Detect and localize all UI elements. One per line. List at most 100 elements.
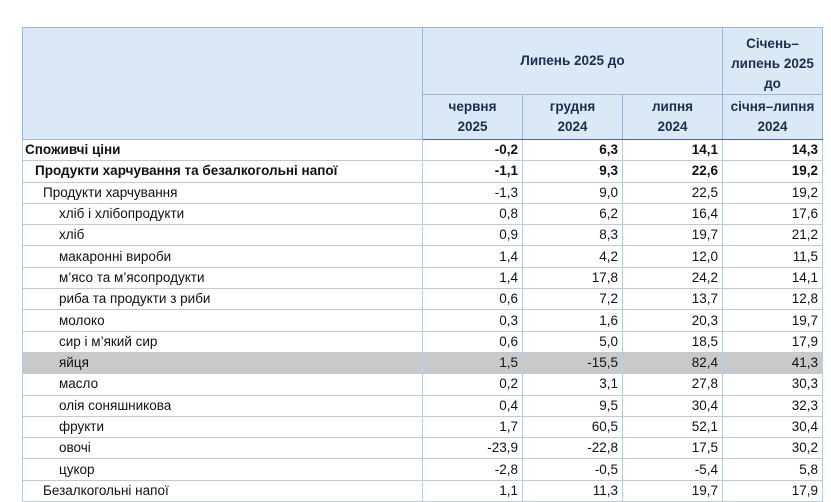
cell-value: 30,2: [722, 437, 823, 460]
table-row: фрукти 1,7 60,5 52,1 30,4: [22, 415, 823, 439]
row-label: яйця: [22, 351, 423, 375]
row-label: Продукти харчування: [22, 181, 423, 204]
cell-value: 7,2: [522, 288, 623, 311]
cell-value: 0,4: [422, 394, 523, 417]
table-body: Споживчі ціни -0,2 6,3 14,1 14,3 Продукт…: [22, 138, 823, 502]
header-col-3: липня 2024: [622, 94, 723, 140]
cell-value: 0,9: [422, 224, 523, 247]
header-col-1: червня 2025: [422, 94, 523, 140]
cell-value: 27,8: [622, 373, 723, 396]
row-label: цукор: [22, 458, 423, 481]
cell-value: 11,3: [522, 479, 623, 502]
table-row: м’ясо та м’ясопродукти 1,4 17,8 24,2 14,…: [22, 266, 823, 290]
cell-value: -1,3: [422, 181, 523, 204]
cell-value: 12,0: [622, 245, 723, 268]
cell-value: 22,6: [622, 160, 723, 183]
cell-value: 1,6: [522, 309, 623, 332]
cell-value: 30,4: [622, 394, 723, 417]
table-row: макаронні вироби 1,4 4,2 12,0 11,5: [22, 245, 823, 268]
cell-value: 14,1: [622, 138, 723, 162]
cell-value: 0,8: [422, 202, 523, 226]
cell-value: 0,3: [422, 309, 523, 332]
cell-value: 30,3: [722, 373, 823, 396]
cell-value: 20,3: [622, 309, 723, 332]
cell-value: 52,1: [622, 415, 723, 439]
header-col-1-line1: червня: [448, 99, 497, 114]
table-row: сир і м’який сир 0,6 5,0 18,5 17,9: [22, 330, 823, 353]
header-col-2: грудня 2024: [522, 94, 623, 140]
cell-value: -15,5: [522, 351, 623, 375]
table-row: олія соняшникова 0,4 9,5 30,4 32,3: [22, 394, 823, 417]
cell-value: 1,4: [422, 245, 523, 268]
row-label: олія соняшникова: [22, 394, 423, 417]
cell-value: 17,9: [722, 330, 823, 353]
header-col-4-line2: 2024: [757, 119, 788, 134]
table-header: Липень 2025 до Січень–липень 2025 до чер…: [22, 27, 823, 140]
cell-value: 6,3: [522, 138, 623, 162]
table-row: масло 0,2 3,1 27,8 30,3: [22, 373, 823, 396]
cell-value: -23,9: [422, 437, 523, 460]
header-blank-cell: [22, 27, 423, 140]
row-label: макаронні вироби: [22, 245, 423, 268]
table-row: Безалкогольні напої 1,1 11,3 19,7 17,9: [22, 479, 823, 502]
cell-value: 1,5: [422, 351, 523, 375]
table-row: хліб 0,9 8,3 19,7 21,2: [22, 224, 823, 247]
cell-value: 3,1: [522, 373, 623, 396]
row-label: хліб і хлібопродукти: [22, 202, 423, 226]
table-row: риба та продукти з риби 0,6 7,2 13,7 12,…: [22, 288, 823, 311]
header-col-4: січня–липня 2024: [722, 94, 823, 140]
header-col-3-line2: 2024: [657, 119, 688, 134]
cell-value: -5,4: [622, 458, 723, 481]
row-label: Безалкогольні напої: [22, 479, 423, 502]
cell-value: 32,3: [722, 394, 823, 417]
header-col-2-line2: 2024: [557, 119, 588, 134]
cell-value: 8,3: [522, 224, 623, 247]
cpi-table: Липень 2025 до Січень–липень 2025 до чер…: [22, 27, 823, 502]
cell-value: 1,7: [422, 415, 523, 439]
cell-value: 19,7: [622, 479, 723, 502]
cell-value: 4,2: [522, 245, 623, 268]
cell-value: 1,4: [422, 266, 523, 290]
cell-value: -0,2: [422, 138, 523, 162]
header-col-1-line2: 2025: [457, 119, 488, 134]
cell-value: 24,2: [622, 266, 723, 290]
header-cumulative-label: Січень–липень 2025 до: [722, 27, 823, 95]
cell-value: 17,9: [722, 479, 823, 502]
cell-value: 12,8: [722, 288, 823, 311]
cell-value: 22,5: [622, 181, 723, 204]
table-row: хліб і хлібопродукти 0,8 6,2 16,4 17,6: [22, 202, 823, 226]
cell-value: 9,5: [522, 394, 623, 417]
cell-value: 41,3: [722, 351, 823, 375]
row-label: сир і м’який сир: [22, 330, 423, 353]
row-label: риба та продукти з риби: [22, 288, 423, 311]
cell-value: 19,7: [622, 224, 723, 247]
row-label: Продукти харчування та безалкогольні нап…: [22, 160, 423, 183]
cell-value: 0,6: [422, 288, 523, 311]
cell-value: 16,4: [622, 202, 723, 226]
cell-value: 18,5: [622, 330, 723, 353]
cell-value: 19,2: [722, 160, 823, 183]
cell-value: 0,2: [422, 373, 523, 396]
header-col-3-line1: липня: [651, 99, 694, 114]
table-row-highlighted: яйця 1,5 -15,5 82,4 41,3: [22, 351, 823, 375]
row-label: хліб: [22, 224, 423, 247]
cell-value: 60,5: [522, 415, 623, 439]
cell-value: 13,7: [622, 288, 723, 311]
cell-value: 9,0: [522, 181, 623, 204]
cell-value: -22,8: [522, 437, 623, 460]
cell-value: 9,3: [522, 160, 623, 183]
cell-value: 14,3: [722, 138, 823, 162]
table-row: цукор -2,8 -0,5 -5,4 5,8: [22, 458, 823, 481]
cell-value: 30,4: [722, 415, 823, 439]
table-row: молоко 0,3 1,6 20,3 19,7: [22, 309, 823, 332]
table-row: овочі -23,9 -22,8 17,5 30,2: [22, 437, 823, 460]
row-label: фрукти: [22, 415, 423, 439]
table-row: Продукти харчування -1,3 9,0 22,5 19,2: [22, 181, 823, 204]
cell-value: -2,8: [422, 458, 523, 481]
cell-value: 21,2: [722, 224, 823, 247]
row-label: овочі: [22, 437, 423, 460]
header-col-4-line1: січня–липня: [730, 99, 815, 114]
cell-value: 19,2: [722, 181, 823, 204]
cell-value: 82,4: [622, 351, 723, 375]
header-col-2-line1: грудня: [549, 99, 596, 114]
